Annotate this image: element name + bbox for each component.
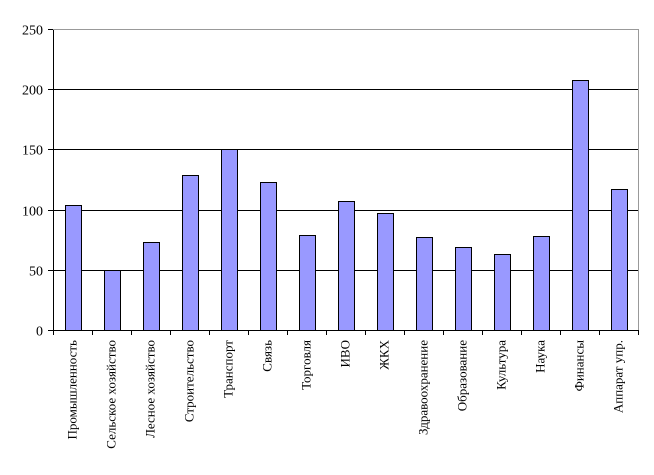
x-category-label: Связь [260,340,275,372]
y-tick-label: 150 [22,144,43,159]
bar [572,80,589,331]
y-tick-label: 100 [22,205,43,220]
bar [338,201,355,331]
x-category-label: Аппарат упр. [611,340,626,413]
bar [65,205,82,331]
bar [143,242,160,331]
x-category-label: Транспорт [221,340,236,398]
y-tick-label: 0 [36,325,43,340]
x-category-label: Культура [494,340,509,390]
bar [611,189,628,331]
x-category-labels: Промышленность Сельское хозяйство Лесное х… [65,339,626,448]
bar [104,270,121,331]
bar [221,149,238,331]
x-category-label: Образование [455,340,470,411]
x-category-label: Лесное хозяйство [143,340,158,438]
axes [48,29,639,335]
bar [377,213,394,331]
y-tick-label: 250 [22,24,43,39]
x-category-label: Финансы [572,340,587,392]
x-category-label: Наука [533,340,548,373]
x-category-label: Строительство [182,340,197,422]
bars [65,80,628,331]
y-tick-label: 200 [22,84,43,99]
y-tick-labels: 0 50 100 150 200 250 [22,24,43,340]
y-tick-label: 50 [29,265,43,280]
x-category-label: Сельское хозяйство [104,340,119,449]
bar [182,175,199,331]
x-category-label: Здравоохранение [416,340,431,435]
x-category-label: ИВО [338,340,353,367]
x-category-label: Промышленность [65,340,80,440]
bar [416,237,433,331]
bar [494,254,511,331]
bar [299,235,316,331]
x-category-label: ЖКХ [377,339,392,369]
x-category-label: Торговля [299,340,314,390]
bar [533,236,550,331]
bar [455,247,472,331]
bar [260,182,277,331]
